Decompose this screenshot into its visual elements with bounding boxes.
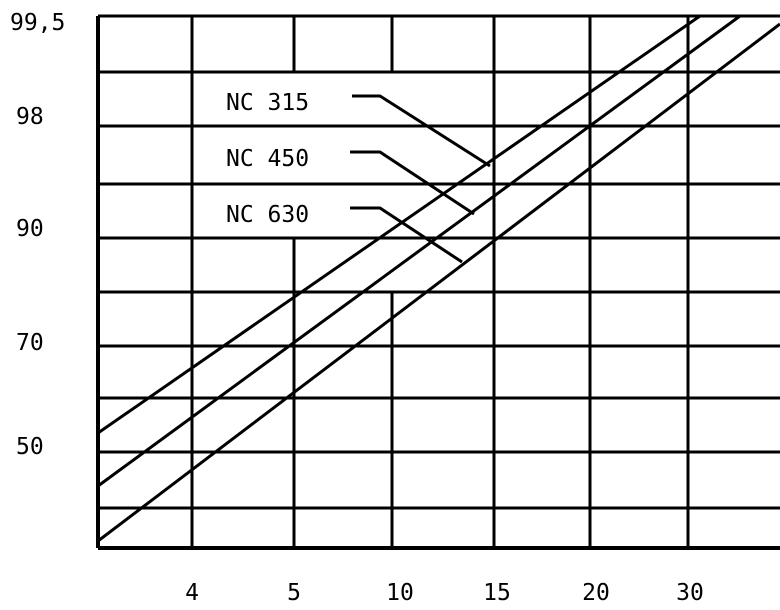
series-label-nc-450: NC 450: [226, 146, 309, 172]
x-tick-label: 15: [483, 580, 511, 606]
x-tick-label: 4: [185, 580, 199, 606]
series-line-nc-450: [97, 14, 741, 488]
y-tick-label: 99,5: [10, 10, 65, 36]
series-line-nc-315: [97, 14, 701, 435]
leader-line-nc-315: [352, 94, 491, 168]
x-tick-label: 5: [287, 580, 301, 606]
series-line-nc-630: [97, 22, 780, 543]
leader-line-nc-630: [350, 206, 463, 264]
series-label-nc-630: NC 630: [226, 202, 309, 228]
y-tick-label: 70: [16, 330, 44, 356]
y-axis-tick-labels: 99,5 98 90 70 50: [10, 10, 65, 460]
x-axis-tick-labels: 4 5 10 15 20 30: [185, 580, 704, 606]
x-tick-label: 30: [676, 580, 704, 606]
x-tick-label: 10: [386, 580, 414, 606]
x-tick-label: 20: [582, 580, 610, 606]
y-tick-label: 98: [16, 104, 44, 130]
series-lines: [97, 14, 780, 543]
leader-line-nc-450: [350, 150, 475, 216]
y-tick-label: 50: [16, 434, 44, 460]
y-tick-label: 90: [16, 216, 44, 242]
label-leader-lines: [350, 94, 491, 264]
series-labels: NC 315 NC 450 NC 630: [226, 90, 309, 228]
series-label-nc-315: NC 315: [226, 90, 309, 116]
